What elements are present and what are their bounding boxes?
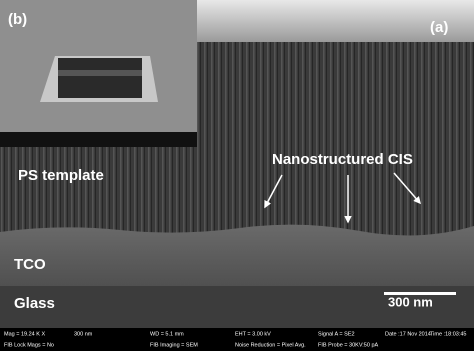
info-text: Mag = 19.24 K X [4,331,45,337]
info-text: FIB Probe = 30KV:50 pA [318,342,379,348]
info-text: Time :18:03:45 [430,331,466,337]
info-text: Mag = 19.24 K X WD = 5.1 mm EHT = 3.00 kV S… [4,331,466,348]
arrows [264,172,421,224]
tco-layer [0,224,474,286]
info-bar [0,328,474,351]
info-text: Date :17 Nov 2014 [385,331,431,337]
panel-label: (b) [8,11,27,28]
annotation: Glass [14,295,55,312]
inset: (b) [0,0,197,147]
info-text: EHT = 3.00 kV [235,331,271,337]
info-text: FIB Lock Mags = No [4,342,54,348]
scale-bar [384,292,456,295]
info-text: 300 nm [74,331,93,337]
scale-label: 300 nm [388,294,433,309]
info-text: FIB Imaging = SEM [150,342,198,348]
info-text: WD = 5.1 mm [150,331,184,337]
info-text: Signal A = SE2 [318,331,355,337]
annotation: PS template [18,167,104,184]
annotation: Nanostructured CIS [272,151,413,168]
info-text: Noise Reduction = Pixel Avg. [235,342,306,348]
annotation: TCO [14,256,46,273]
panel-label: (a) [430,19,448,36]
